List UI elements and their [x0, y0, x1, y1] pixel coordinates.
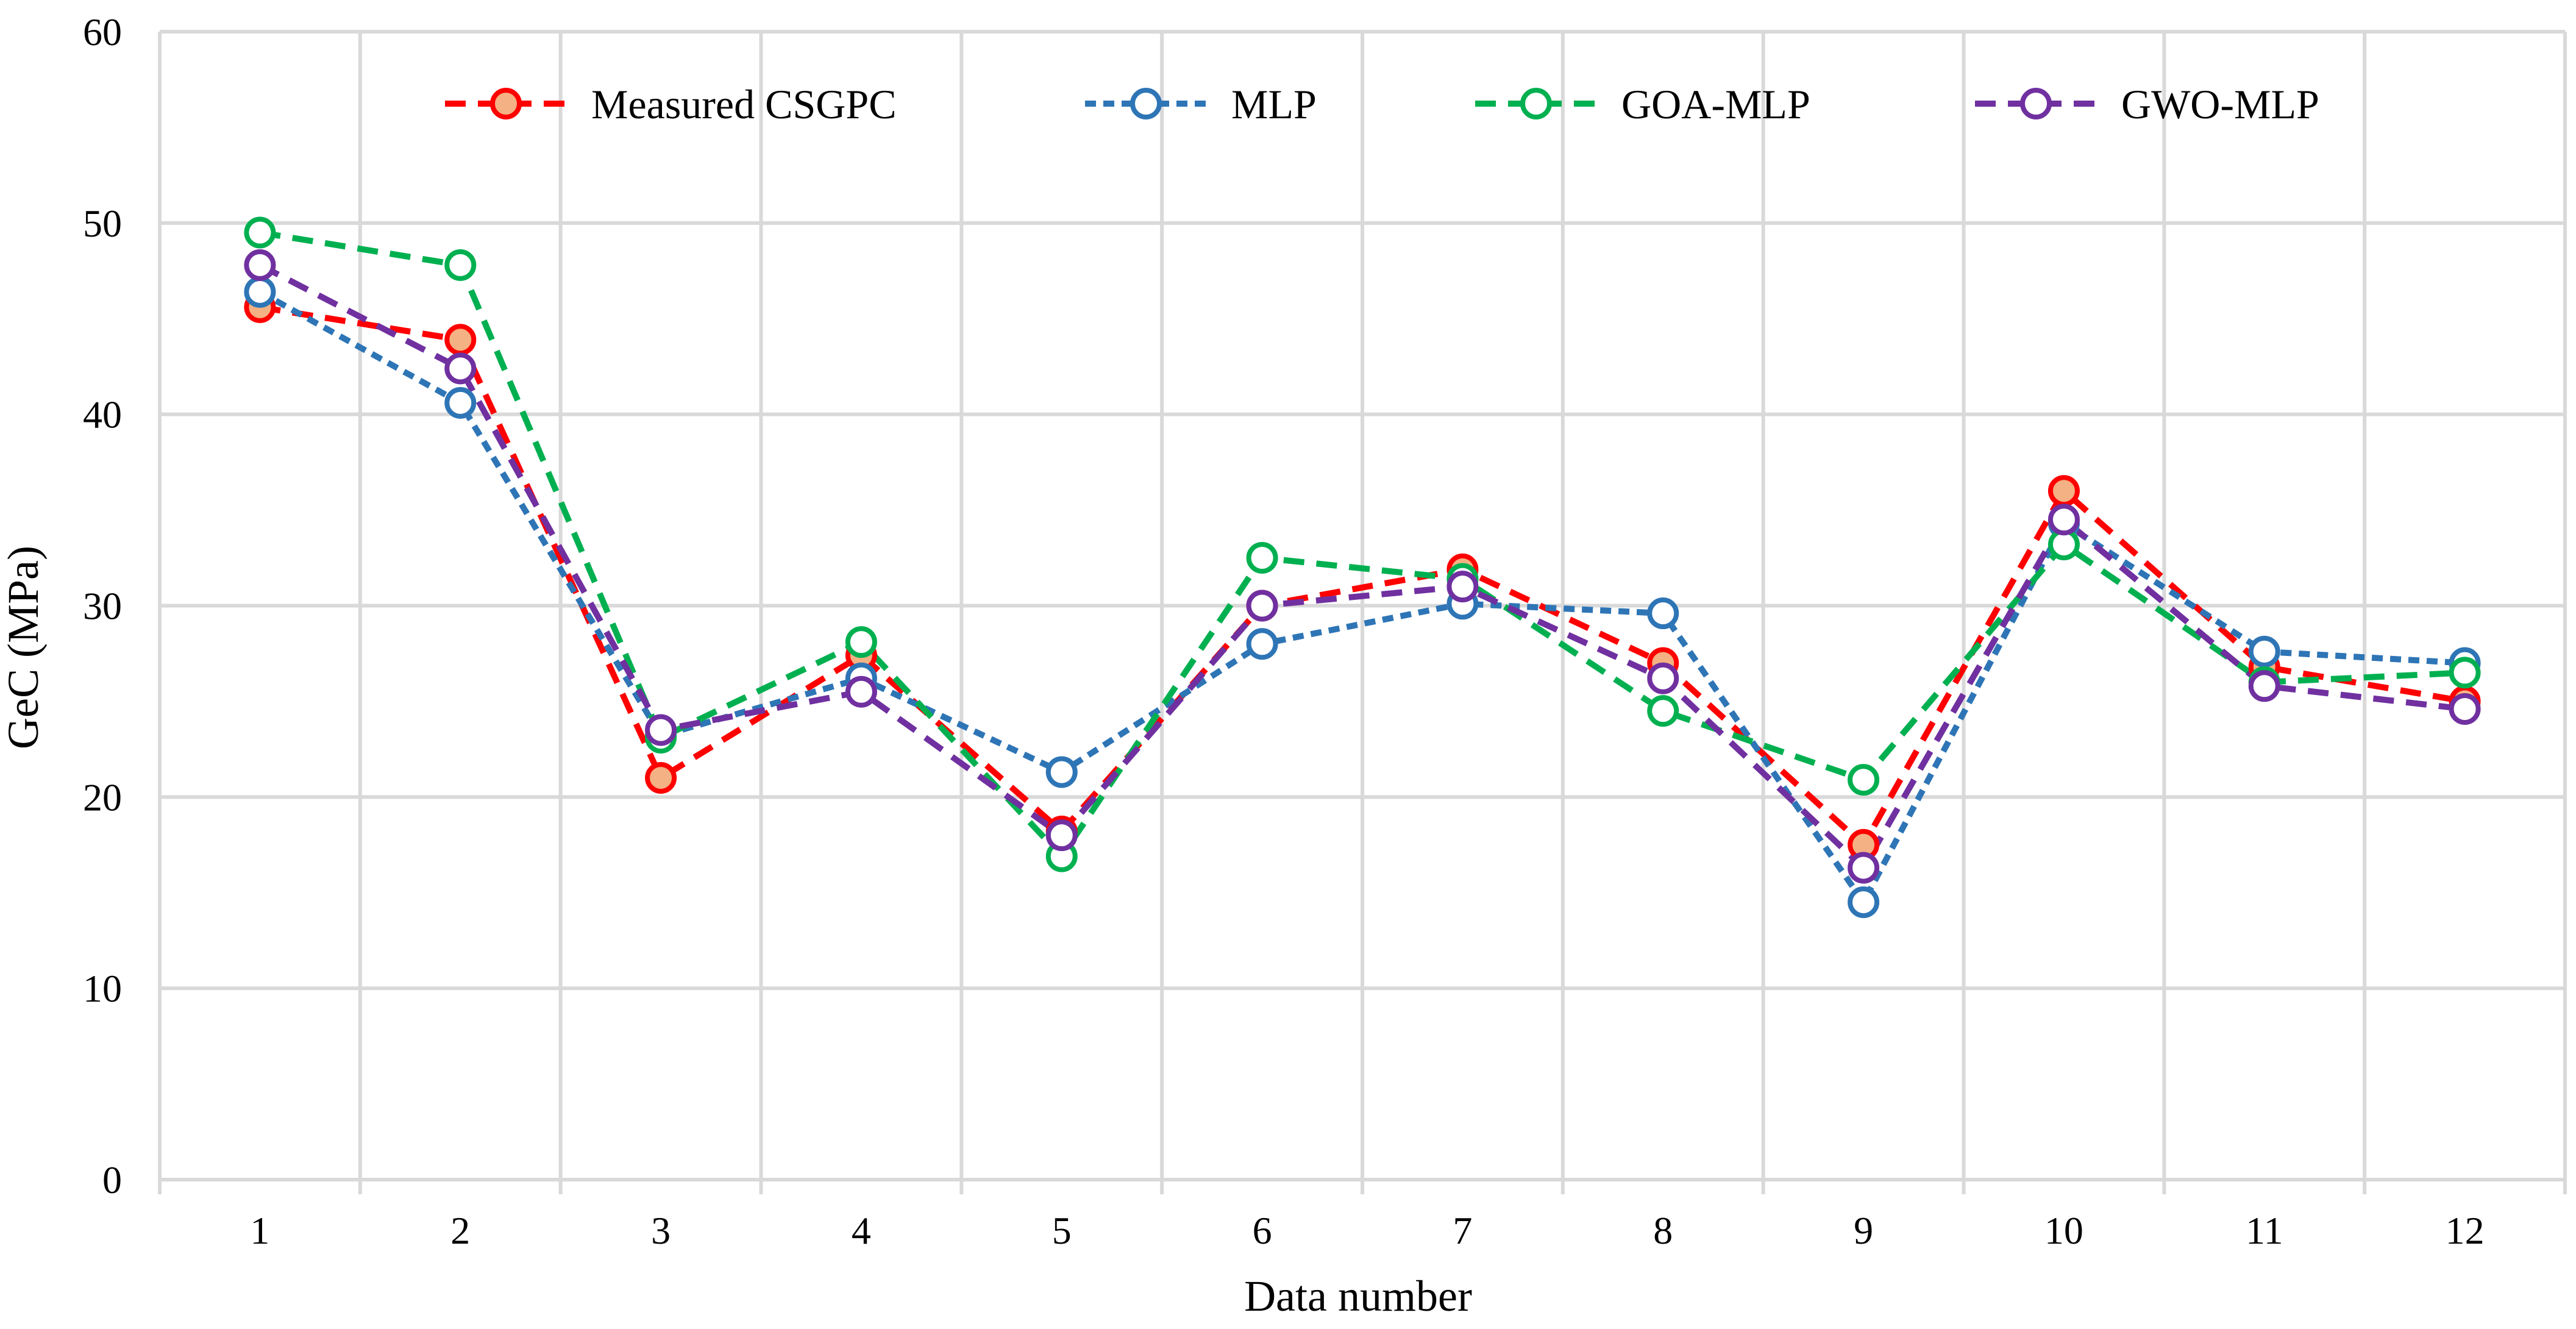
series-layer — [244, 216, 2481, 918]
data-point — [1446, 571, 1479, 603]
x-tick-label: 12 — [2446, 1209, 2485, 1252]
data-point — [244, 276, 276, 308]
data-point — [1647, 695, 1679, 727]
x-tick-label: 6 — [1253, 1209, 1272, 1252]
data-point — [2449, 693, 2481, 725]
x-tick-label: 2 — [450, 1209, 470, 1252]
series-goa-mlp — [259, 229, 2465, 860]
legend-entry: GOA-MLP — [1475, 81, 1810, 127]
x-tick-label: 3 — [651, 1209, 671, 1252]
x-axis-title: Data number — [1244, 1272, 1472, 1320]
series-markers — [244, 249, 2481, 884]
data-point — [1246, 590, 1278, 622]
y-tick-label: 0 — [102, 1158, 122, 1202]
y-tick-label: 40 — [83, 393, 122, 436]
data-point — [244, 249, 276, 281]
series-line — [259, 304, 2466, 848]
data-point — [1848, 764, 1880, 796]
data-point — [2048, 475, 2080, 507]
series-measured-csgpc — [259, 304, 2466, 848]
legend: Measured CSGPC MLP GOA-MLP GWO-MLP — [445, 81, 2319, 127]
data-point — [444, 352, 477, 385]
data-point — [2248, 635, 2280, 668]
series-line — [259, 229, 2465, 860]
x-tick-label: 9 — [1854, 1209, 1873, 1252]
data-point — [444, 249, 477, 281]
x-tick-label: 10 — [2044, 1209, 2083, 1252]
data-point — [1045, 819, 1078, 852]
data-point — [1246, 628, 1278, 660]
legend-entry: Measured CSGPC — [445, 81, 897, 127]
data-point — [444, 387, 477, 419]
data-point — [1647, 662, 1679, 694]
data-point — [645, 761, 677, 794]
legend-entry: GWO-MLP — [1975, 81, 2319, 127]
series-line — [258, 262, 2466, 871]
legend-label: Measured CSGPC — [591, 81, 897, 127]
x-tick-label: 4 — [852, 1209, 871, 1252]
y-tick-label: 30 — [83, 585, 122, 628]
y-tick-label: 20 — [83, 775, 122, 819]
legend-label: GOA-MLP — [1621, 81, 1810, 127]
data-point — [645, 714, 677, 746]
data-point — [444, 324, 477, 356]
data-point — [845, 675, 877, 708]
data-point — [1045, 756, 1078, 788]
y-tick-label: 10 — [83, 967, 122, 1010]
legend-marker — [1520, 88, 1552, 119]
x-tick-label: 5 — [1052, 1209, 1072, 1252]
data-point — [1848, 852, 1880, 884]
x-tick-label: 7 — [1453, 1209, 1472, 1252]
data-point — [244, 216, 276, 249]
data-point — [845, 626, 877, 658]
x-tick-label: 11 — [2246, 1209, 2283, 1252]
data-point — [2449, 657, 2481, 689]
data-point — [2048, 504, 2080, 536]
data-point — [1848, 886, 1880, 918]
x-tick-label: 8 — [1653, 1209, 1673, 1252]
legend-marker — [490, 88, 522, 119]
y-tick-label: 50 — [83, 202, 122, 245]
legend-label: GWO-MLP — [2121, 81, 2319, 127]
grid-layer — [158, 30, 2567, 1180]
data-point — [1647, 597, 1679, 630]
legend-label: MLP — [1231, 81, 1317, 127]
x-tick-label: 1 — [250, 1209, 269, 1252]
y-axis-title: GeC (MPa) — [0, 546, 48, 749]
legend-marker — [2020, 88, 2052, 119]
series-gwo-mlp — [258, 262, 2466, 871]
legend-entry: MLP — [1085, 81, 1317, 127]
legend-marker — [1130, 88, 1162, 119]
y-tick-label: 60 — [83, 10, 122, 54]
data-point — [1246, 542, 1278, 574]
data-point — [2248, 670, 2280, 702]
